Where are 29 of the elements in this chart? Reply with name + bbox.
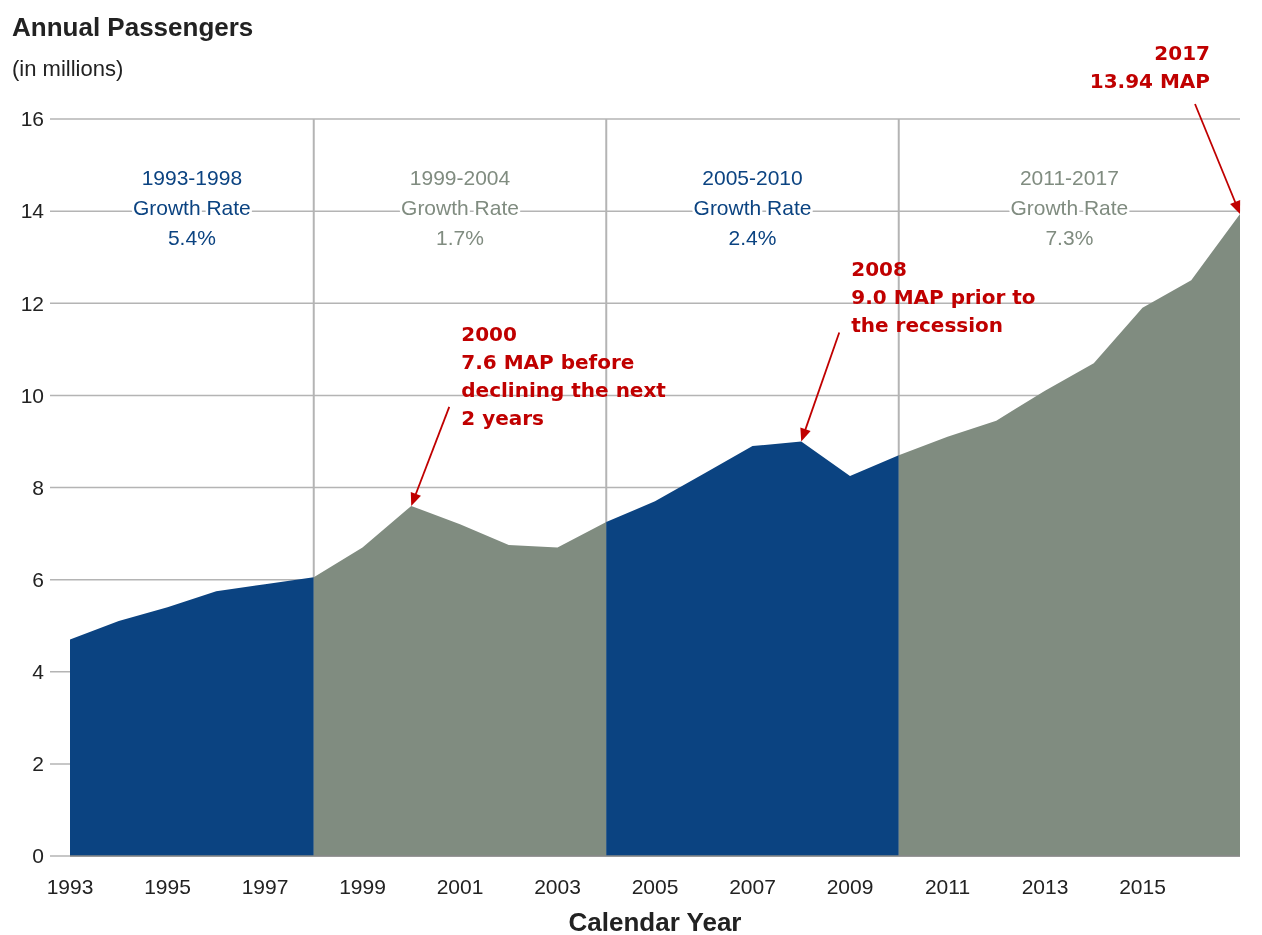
y-tick-label: 6 [32,567,44,591]
x-tick-label: 1997 [241,875,289,898]
chart-title: Annual Passengers [12,12,254,42]
annotation: 2005-2010 Growth Rate 2.4% [693,166,812,249]
annotation: 2017 13.94 MAP [1089,41,1210,93]
x-tick-label: 2003 [534,875,581,898]
x-tick-label: 2005 [631,875,679,898]
y-tick-label: 4 [32,660,45,684]
chart-subtitle: (in millions) [12,56,124,81]
y-tick-label: 0 [32,844,44,868]
y-tick-label: 10 [20,383,44,407]
x-tick-label: 2011 [924,875,971,898]
x-tick-label: 1993 [46,875,94,898]
annotation: 2000 7.6 MAP before declining the next 2 years [461,321,667,430]
y-tick-label: 8 [32,475,44,499]
y-tick-label: 2 [32,752,44,776]
x-tick-label: 2009 [826,875,874,898]
annotation: 1993-1998 Growth Rate 5.4% [132,166,251,249]
annotation: 2008 9.0 MAP prior to the recession [851,257,1036,338]
y-tick-label: 14 [20,199,45,223]
x-tick-label: 2015 [1119,875,1166,898]
x-axis-title: Calendar Year [568,907,742,935]
x-tick-label: 2001 [436,875,484,898]
x-tick-label: 2007 [729,875,776,898]
x-tick-label: 1999 [339,875,386,898]
x-tick-label: 1995 [144,875,191,898]
y-tick-label: 12 [20,291,44,315]
x-tick-label: 2013 [1021,875,1069,898]
y-tick-label: 16 [20,107,44,131]
